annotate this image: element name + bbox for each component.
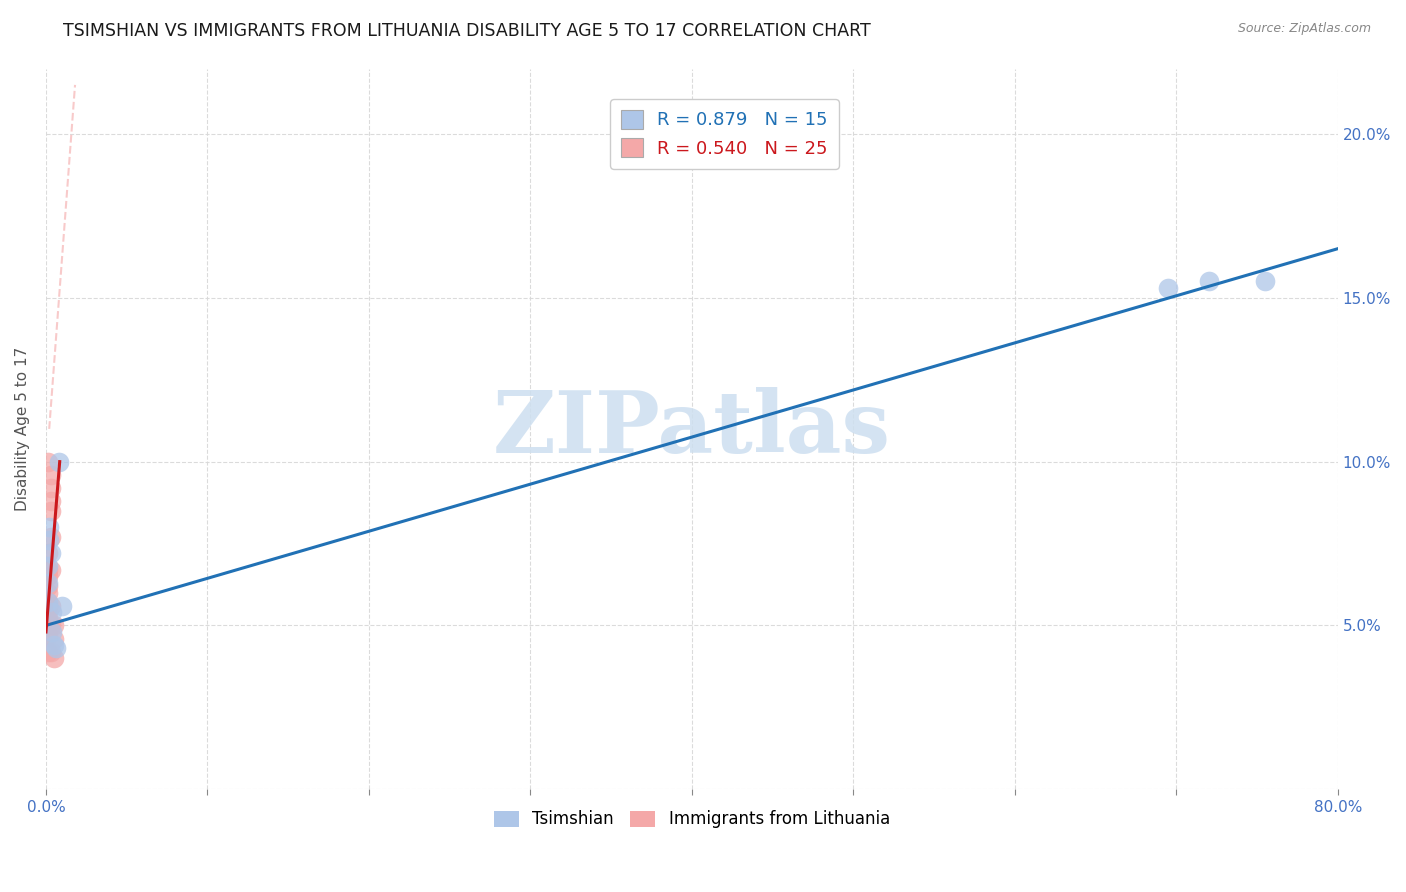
Point bbox=[37, 579, 59, 593]
Point bbox=[39, 481, 62, 495]
Point bbox=[42, 651, 65, 665]
Point bbox=[37, 645, 59, 659]
Legend: Tsimshian, Immigrants from Lithuania: Tsimshian, Immigrants from Lithuania bbox=[486, 804, 897, 835]
Point bbox=[37, 559, 59, 574]
Point bbox=[37, 585, 59, 599]
Point bbox=[39, 599, 62, 613]
Point bbox=[37, 599, 59, 613]
Point bbox=[39, 546, 62, 560]
Point bbox=[38, 520, 60, 534]
Point bbox=[1254, 275, 1277, 289]
Point bbox=[38, 533, 60, 548]
Point bbox=[37, 563, 59, 577]
Point bbox=[41, 624, 63, 639]
Point bbox=[37, 546, 59, 560]
Text: ZIPatlas: ZIPatlas bbox=[494, 387, 891, 471]
Point bbox=[45, 641, 67, 656]
Text: Source: ZipAtlas.com: Source: ZipAtlas.com bbox=[1237, 22, 1371, 36]
Point bbox=[42, 638, 65, 652]
Point bbox=[37, 575, 59, 590]
Point bbox=[37, 628, 59, 642]
Point bbox=[41, 605, 63, 619]
Point bbox=[37, 569, 59, 583]
Point bbox=[1157, 281, 1180, 295]
Point bbox=[37, 455, 59, 469]
Point bbox=[42, 618, 65, 632]
Y-axis label: Disability Age 5 to 17: Disability Age 5 to 17 bbox=[15, 347, 30, 511]
Point bbox=[37, 595, 59, 609]
Point bbox=[48, 455, 70, 469]
Point bbox=[39, 530, 62, 544]
Point bbox=[51, 599, 73, 613]
Point bbox=[39, 504, 62, 518]
Point bbox=[39, 645, 62, 659]
Point bbox=[39, 618, 62, 632]
Point bbox=[37, 605, 59, 619]
Point bbox=[42, 632, 65, 646]
Point bbox=[39, 563, 62, 577]
Point bbox=[39, 494, 62, 508]
Point bbox=[37, 612, 59, 626]
Point bbox=[1198, 275, 1220, 289]
Point bbox=[37, 618, 59, 632]
Point bbox=[39, 467, 62, 482]
Text: TSIMSHIAN VS IMMIGRANTS FROM LITHUANIA DISABILITY AGE 5 TO 17 CORRELATION CHART: TSIMSHIAN VS IMMIGRANTS FROM LITHUANIA D… bbox=[63, 22, 872, 40]
Point bbox=[37, 595, 59, 609]
